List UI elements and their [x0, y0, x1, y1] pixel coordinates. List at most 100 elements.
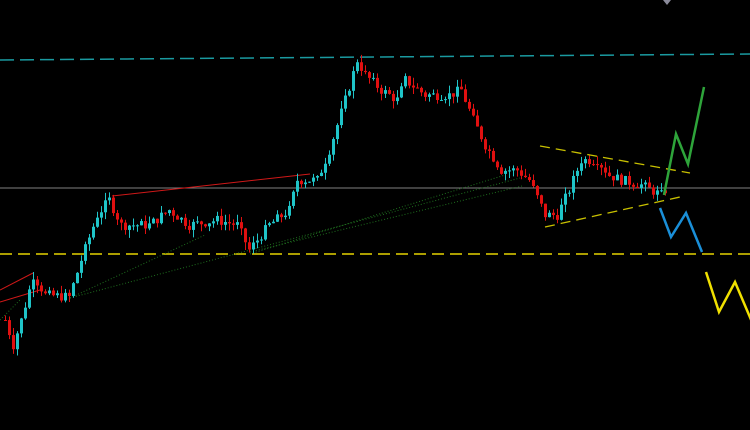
- candle: [572, 170, 575, 200]
- candle: [80, 255, 83, 279]
- scenario-deep-path[interactable]: [704, 271, 750, 322]
- candle: [452, 93, 455, 104]
- candle-body: [408, 76, 411, 86]
- candle-body: [4, 320, 7, 321]
- candle: [404, 73, 407, 89]
- candle-body: [356, 62, 359, 72]
- candle: [248, 237, 251, 253]
- candle: [216, 211, 219, 225]
- candle: [300, 179, 303, 189]
- candle: [620, 173, 623, 188]
- candle-body: [452, 93, 455, 97]
- candle-body: [620, 174, 623, 185]
- dotted-trendline-4[interactable]: [249, 185, 523, 253]
- candle-body: [368, 72, 371, 78]
- candle: [176, 214, 179, 220]
- resistance-level-line[interactable]: [0, 53, 750, 61]
- candle-body: [464, 89, 467, 102]
- candle: [308, 181, 311, 183]
- candle: [276, 210, 279, 223]
- candle: [376, 73, 379, 93]
- candle: [208, 223, 211, 232]
- candle-body: [184, 217, 187, 226]
- dotted-trendline-3[interactable]: [249, 174, 506, 255]
- candle: [596, 156, 599, 170]
- candle-body: [496, 161, 499, 168]
- candle: [616, 169, 619, 181]
- candle-body: [48, 290, 51, 294]
- candle-body: [216, 215, 219, 222]
- candle: [420, 86, 423, 97]
- candle-body: [112, 197, 115, 214]
- candle: [324, 157, 327, 180]
- candle-body: [640, 184, 643, 189]
- candle-body: [68, 292, 71, 296]
- candle: [336, 123, 339, 145]
- candle-body: [492, 150, 495, 162]
- candle-body: [608, 172, 611, 177]
- candle-body: [104, 200, 107, 213]
- scroll-marker-icon[interactable]: [663, 0, 671, 5]
- candle-body: [516, 168, 519, 171]
- triangle-upper-line[interactable]: [539, 145, 691, 174]
- scenario-down-path[interactable]: [658, 207, 704, 253]
- candle: [72, 282, 75, 298]
- candle-body: [320, 172, 323, 176]
- candle-body: [404, 76, 407, 87]
- candle-body: [32, 279, 35, 290]
- red-trendline-left-1[interactable]: [0, 272, 34, 291]
- candle-body: [360, 62, 363, 71]
- candle-body: [28, 289, 31, 308]
- candle: [396, 90, 399, 105]
- candle: [436, 89, 439, 104]
- candle-body: [156, 218, 159, 224]
- candle: [332, 137, 335, 161]
- candle-body: [528, 177, 531, 181]
- candle-body: [228, 222, 231, 224]
- candle: [428, 92, 431, 102]
- candle: [44, 289, 47, 295]
- candle-body: [304, 182, 307, 185]
- candle: [416, 83, 419, 89]
- candle-body: [512, 168, 515, 171]
- candle-body: [484, 139, 487, 150]
- dotted-trendline-1[interactable]: [69, 234, 206, 299]
- candle: [40, 282, 43, 296]
- candle-body: [256, 240, 259, 243]
- candle: [372, 73, 375, 81]
- candle-body: [212, 221, 215, 224]
- candle: [188, 219, 191, 234]
- candle: [284, 209, 287, 220]
- candle: [28, 285, 31, 310]
- candle: [388, 86, 391, 95]
- candle-body: [524, 175, 527, 178]
- candle: [500, 164, 503, 175]
- candle-body: [420, 87, 423, 93]
- red-trendline[interactable]: [111, 173, 311, 197]
- candle: [560, 198, 563, 221]
- candle-body: [20, 318, 23, 334]
- candle: [232, 219, 235, 231]
- candle: [624, 175, 627, 186]
- candle-body: [44, 291, 47, 294]
- candle: [432, 89, 435, 96]
- candle: [328, 150, 331, 166]
- candle-body: [372, 77, 375, 79]
- candle: [516, 166, 519, 177]
- candle: [32, 271, 35, 298]
- candle-body: [124, 222, 127, 230]
- candle: [496, 160, 499, 170]
- triangle-lower-line[interactable]: [544, 196, 681, 228]
- scenario-up-path[interactable]: [662, 86, 706, 196]
- candle-body: [644, 182, 647, 185]
- candle: [88, 234, 91, 251]
- candle: [632, 182, 635, 191]
- candle: [468, 98, 471, 112]
- candle: [532, 174, 535, 188]
- candle-body: [328, 154, 331, 164]
- candle: [552, 209, 555, 220]
- candle: [412, 77, 415, 95]
- candle: [580, 156, 583, 176]
